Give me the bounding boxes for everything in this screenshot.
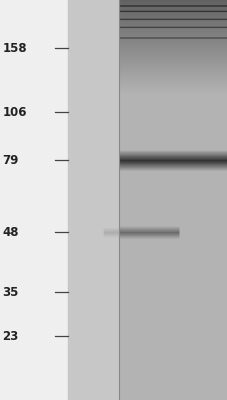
Text: 158: 158	[2, 42, 27, 54]
Bar	[118, 0, 227, 400]
Text: 48: 48	[2, 226, 19, 238]
Text: 23: 23	[2, 330, 18, 342]
Text: 106: 106	[2, 106, 27, 118]
Text: 79: 79	[2, 154, 19, 166]
Bar	[0, 0, 68, 400]
Bar	[68, 0, 118, 400]
Text: 35: 35	[2, 286, 19, 298]
